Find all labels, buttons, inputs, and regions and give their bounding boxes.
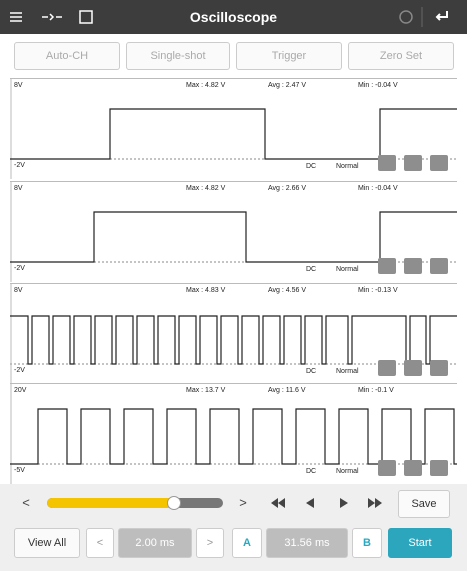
trigger-mode: Normal: [336, 468, 359, 475]
time-next-button[interactable]: >: [196, 528, 224, 558]
panel-tool-button[interactable]: [378, 460, 396, 476]
panel-tool-button[interactable]: [404, 258, 422, 274]
panel-tool-button[interactable]: [378, 360, 396, 376]
min-value: Min : -0.04 V: [358, 185, 398, 192]
max-value: Max : 4.82 V: [186, 82, 226, 89]
panel-tool-button[interactable]: [404, 360, 422, 376]
channel-panel: 8V Max : 4.82 V Avg : 2.66 V Min : -0.04 V -…: [10, 181, 457, 282]
panel-tool-button[interactable]: [378, 155, 396, 171]
min-value: Min : -0.13 V: [358, 287, 398, 294]
avg-value: Avg : 11.6 V: [268, 387, 306, 394]
scale-top: 8V: [14, 82, 23, 89]
min-value: Min : -0.04 V: [358, 82, 398, 89]
min-value: Min : -0.1 V: [358, 387, 394, 394]
toolbar-right-icons[interactable]: [392, 7, 462, 27]
waveform: [10, 315, 457, 365]
panel-tool-button[interactable]: [404, 155, 422, 171]
time-base: 2.00 ms: [118, 528, 192, 558]
panel-tool-button[interactable]: [378, 258, 396, 274]
trigger-mode: Normal: [336, 163, 359, 170]
time-prev-button[interactable]: <: [86, 528, 114, 558]
scale-bottom: -2V: [14, 265, 25, 272]
avg-value: Avg : 2.66 V: [268, 185, 307, 192]
zero-set-button[interactable]: Zero Set: [348, 42, 454, 70]
max-value: Max : 4.83 V: [186, 287, 226, 294]
next-button[interactable]: >: [239, 495, 247, 510]
coupling: DC: [306, 266, 317, 273]
panel-tool-button[interactable]: [430, 258, 448, 274]
trigger-mode: Normal: [336, 266, 359, 273]
toolbar: Oscilloscope: [0, 0, 467, 34]
max-value: Max : 4.82 V: [186, 185, 226, 192]
transport-buttons[interactable]: [268, 496, 388, 510]
scale-top: 8V: [14, 287, 23, 294]
channel-panel: 8V Max : 4.82 V Avg : 2.47 V Min : -0.04 V -…: [10, 78, 457, 179]
scale-bottom: -2V: [14, 162, 25, 169]
waveform: [10, 211, 457, 263]
max-value: Max : 13.7 V: [186, 387, 226, 394]
trigger-mode: Normal: [336, 368, 359, 375]
avg-value: Avg : 2.47 V: [268, 82, 307, 89]
scale-top: 20V: [14, 387, 27, 394]
panel-tool-button[interactable]: [430, 360, 448, 376]
coupling: DC: [306, 468, 317, 475]
screen-title: Oscilloscope: [189, 9, 278, 25]
avg-value: Avg : 4.56 V: [268, 287, 307, 294]
slider-thumb[interactable]: [167, 496, 181, 510]
scale-top: 8V: [14, 185, 23, 192]
panel-tool-button[interactable]: [430, 460, 448, 476]
coupling: DC: [306, 368, 317, 375]
panel-tool-button[interactable]: [430, 155, 448, 171]
scale-bottom: -2V: [14, 367, 25, 374]
prev-button[interactable]: <: [22, 495, 30, 510]
waveform: [10, 108, 457, 160]
cursor-a-button[interactable]: A: [232, 528, 262, 558]
channel-panel: 20V Max : 13.7 V Avg : 11.6 V Min : -0.1 V -…: [10, 383, 457, 484]
channel-panel: 8V Max : 4.83 V Avg : 4.56 V Min : -0.13 V -…: [10, 283, 457, 384]
waveform: [10, 408, 457, 465]
view-all-button[interactable]: View All: [14, 528, 80, 558]
single-shot-button[interactable]: Single-shot: [126, 42, 230, 70]
save-button[interactable]: Save: [398, 490, 450, 518]
cursor-delta: 31.56 ms: [266, 528, 348, 558]
cursor-b-button[interactable]: B: [352, 528, 382, 558]
coupling: DC: [306, 163, 317, 170]
panel-tool-button[interactable]: [404, 460, 422, 476]
auto-ch-button[interactable]: Auto-CH: [14, 42, 120, 70]
toolbar-icons[interactable]: [8, 8, 98, 26]
trigger-button[interactable]: Trigger: [236, 42, 342, 70]
start-button[interactable]: Start: [388, 528, 452, 558]
slider-fill: [47, 498, 177, 508]
scale-bottom: -5V: [14, 467, 25, 474]
